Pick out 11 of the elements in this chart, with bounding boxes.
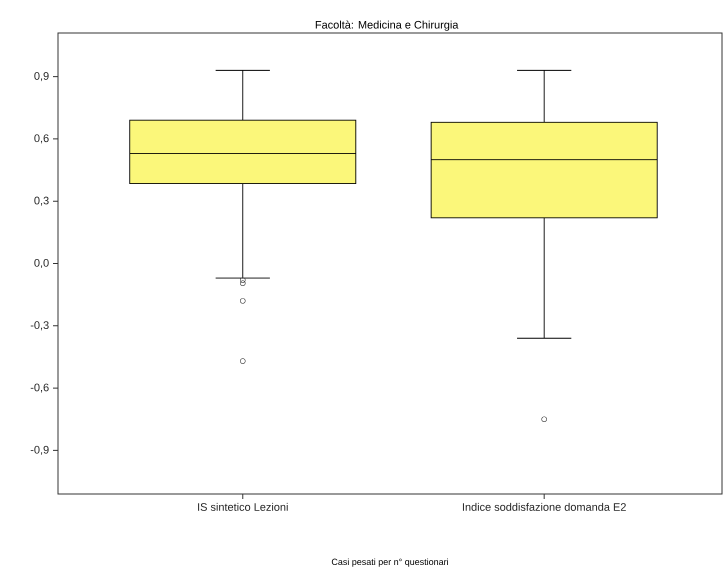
y-tick-label: -0,3: [30, 321, 49, 330]
x-tick-label: Indice soddisfazione domanda E2: [462, 502, 626, 511]
y-tick-label: 0,3: [34, 196, 49, 206]
y-tick-label: 0,0: [34, 258, 49, 268]
x-tick-label: IS sintetico Lezioni: [198, 502, 288, 511]
y-tick-label: 0,6: [34, 134, 49, 144]
text: Casi pesati per n° questionari: [332, 558, 448, 567]
y-tick-label: 0,9: [34, 72, 49, 82]
y-tick-label: -0,6: [30, 384, 49, 393]
y-tick-label: -0,9: [30, 446, 49, 455]
chart-title: Facoltà: Medicina e Chirurgia: [316, 20, 458, 31]
